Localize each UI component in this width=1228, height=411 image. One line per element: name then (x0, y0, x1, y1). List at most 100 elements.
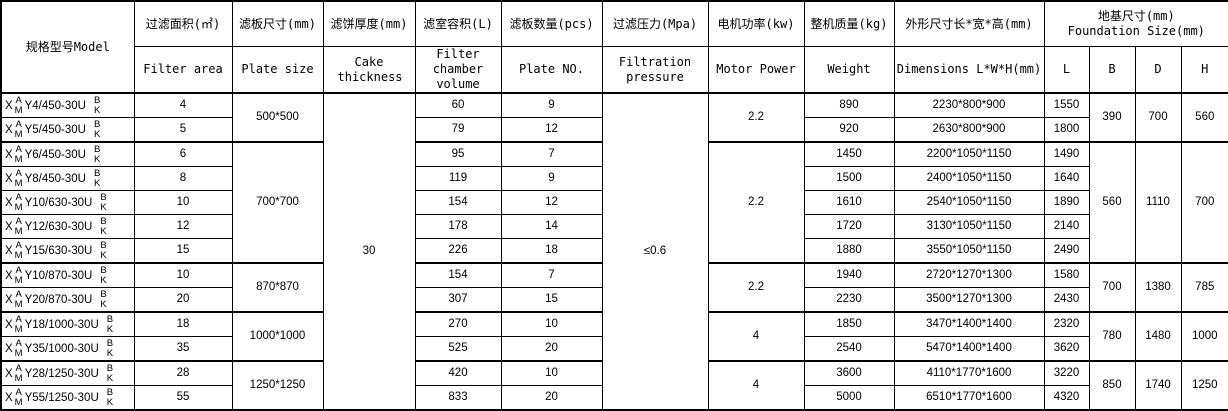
table-row: X A M Y10/630-30U B K 10 154 12 1610 2540*1050*115… (0, 190, 1228, 215)
table-row: X A M Y35/1000-30U B K 35 525 20 2540 5470*1400*14… (0, 336, 1228, 362)
filter-area-cell: 5 (133, 117, 233, 143)
model-name: Y18/1000-30U (24, 318, 99, 331)
foundation-l-cell: 1800 (1043, 117, 1090, 143)
model-variant-top: A (15, 143, 22, 155)
model-name: Y6/450-30U (24, 148, 86, 161)
header-cake-en: Cake thickness (322, 46, 416, 94)
model-suffix-bottom: K (106, 396, 114, 408)
plate-count-cell: 14 (500, 214, 603, 239)
model-variant-bottom: M (14, 128, 23, 140)
chamber-volume-cell: 154 (414, 262, 502, 288)
model-suffix-bottom: K (100, 225, 107, 237)
foundation-l-cell: 2320 (1043, 311, 1090, 337)
model-cell: X A M Y18/1000-30U B K (0, 311, 135, 337)
dimensions-cell: 3130*1050*1150 (893, 214, 1045, 239)
plate-count-cell: 15 (500, 287, 603, 313)
model-variant-top: A (15, 313, 22, 325)
plate-count-cell: 20 (500, 385, 603, 411)
model-prefix: X (5, 244, 13, 257)
chamber-volume-cell: 525 (414, 336, 502, 362)
model-suffix-top: B (93, 94, 101, 106)
header-plates-en: Plate NO. (500, 46, 603, 94)
filter-area-cell: 6 (133, 141, 233, 167)
foundation-l-cell: 1490 (1043, 141, 1090, 167)
header-foundation-l: L (1043, 46, 1090, 94)
foundation-b-cell: 560 (1088, 141, 1136, 264)
chamber-volume-cell: 119 (414, 166, 502, 191)
filter-area-cell: 12 (133, 214, 233, 239)
model-variant-bottom: M (14, 298, 23, 310)
model-name: Y12/630-30U (24, 220, 93, 233)
filter-area-cell: 18 (133, 311, 233, 337)
plate-size-cell: 500*500 (231, 92, 324, 143)
model-cell: X A M Y20/870-30U B K (0, 287, 135, 313)
dimensions-cell: 2400*1050*1150 (893, 166, 1045, 191)
foundation-h-cell: 785 (1180, 262, 1228, 313)
model-suffix-bottom: K (93, 104, 101, 116)
foundation-b-cell: 780 (1088, 311, 1136, 362)
model-variant-top: A (15, 288, 22, 300)
model-variant-top: A (15, 386, 22, 398)
table-row: X A M Y6/450-30U B K 6 700*700 95 7 2.2 1450 2200*10… (0, 141, 1228, 264)
filter-area-cell: 10 (133, 262, 233, 288)
model-prefix: X (5, 172, 13, 185)
header-plate-size-cn: 滤板尺寸(mm) (231, 0, 324, 47)
model-suffix-bottom: K (100, 201, 107, 213)
model-suffix-top: B (100, 239, 107, 251)
model-variant-top: A (15, 215, 22, 227)
model-prefix: X (5, 99, 13, 112)
weight-cell: 1500 (803, 166, 895, 191)
model-prefix: X (5, 318, 13, 331)
model-suffix-top: B (106, 362, 114, 374)
foundation-l-cell: 4320 (1043, 385, 1090, 411)
chamber-volume-cell: 307 (414, 287, 502, 313)
model-cell: X A M Y35/1000-30U B K (0, 336, 135, 362)
plate-size-cell: 700*700 (231, 141, 324, 264)
weight-cell: 1850 (803, 311, 895, 337)
header-weight-en: Weight (803, 46, 895, 94)
header-foundation-d: D (1134, 46, 1182, 94)
foundation-b-cell: 390 (1088, 92, 1136, 143)
motor-power-cell: 4 (707, 360, 805, 411)
header-foundation-cn: 地基尺寸(mm) (1097, 9, 1175, 23)
model-prefix: X (5, 342, 13, 355)
plate-count-cell: 10 (500, 360, 603, 386)
foundation-l-cell: 2140 (1043, 214, 1090, 239)
chamber-volume-cell: 95 (414, 141, 502, 167)
model-prefix: X (5, 220, 13, 233)
model-suffix-bottom: K (93, 177, 101, 189)
foundation-l-cell: 3620 (1043, 336, 1090, 362)
model-variant-bottom: M (14, 323, 23, 335)
header-foundation: 地基尺寸(mm) Foundation Size(mm) (1043, 0, 1228, 47)
dimensions-cell: 2540*1050*1150 (893, 190, 1045, 215)
header-filter-area-en: Filter area (133, 46, 233, 94)
plate-count-cell: 12 (500, 117, 603, 143)
plate-size-cell: 870*870 (231, 262, 324, 313)
model-suffix-top: B (93, 143, 101, 155)
foundation-l-cell: 1580 (1043, 262, 1090, 288)
model-suffix-top: B (100, 215, 107, 227)
header-plates-cn: 滤板数量(pcs) (500, 0, 603, 47)
table-row: X A M Y20/870-30U B K 20 307 15 2230 3500*1270*130… (0, 287, 1228, 313)
model-suffix-bottom: K (93, 153, 101, 165)
plate-size-cell: 1250*1250 (231, 360, 324, 411)
model-name: Y20/870-30U (24, 293, 93, 306)
model-name: Y8/450-30U (24, 172, 86, 185)
model-cell: X A M Y4/450-30U B K (0, 92, 135, 118)
motor-power-cell: 2.2 (707, 141, 805, 264)
header-motor-cn: 电机功率(kw) (707, 0, 805, 47)
foundation-l-cell: 2490 (1043, 238, 1090, 264)
weight-cell: 1450 (803, 141, 895, 167)
